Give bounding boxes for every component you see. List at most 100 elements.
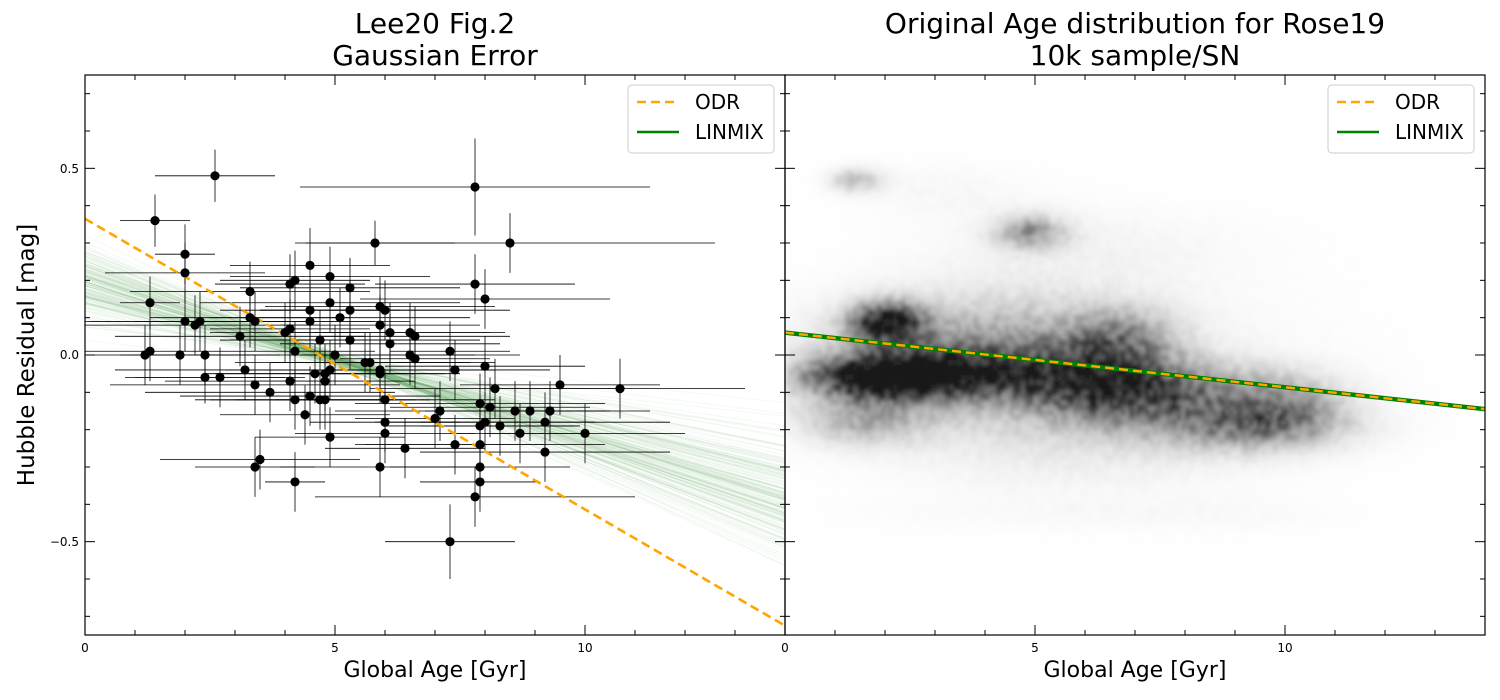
- heatmap-cell: [1425, 250, 1429, 255]
- heatmap-cell: [1245, 215, 1250, 221]
- heatmap-cell: [933, 190, 938, 196]
- heatmap-cell: [821, 265, 826, 271]
- heatmap-cell: [841, 180, 846, 186]
- heatmap-cell: [1373, 250, 1378, 256]
- heatmap-cell: [1169, 235, 1174, 241]
- heatmap-cell: [1141, 180, 1146, 186]
- heatmap-cell: [1077, 285, 1082, 291]
- heatmap-cell: [1141, 235, 1146, 241]
- heatmap-cell: [893, 275, 898, 281]
- heatmap-cell: [1157, 180, 1162, 186]
- heatmap-cell: [1297, 215, 1302, 221]
- heatmap-cell: [1189, 265, 1194, 271]
- heatmap-cell: [1321, 260, 1326, 266]
- heatmap-cell: [1353, 255, 1358, 261]
- heatmap-cell: [1009, 145, 1013, 150]
- heatmap-cell: [893, 280, 898, 286]
- heatmap-cell: [1153, 185, 1158, 191]
- heatmap-cell: [1013, 300, 1018, 306]
- heatmap-cell: [1469, 250, 1473, 255]
- heatmap-cell: [1185, 225, 1190, 231]
- heatmap-cell: [929, 275, 934, 281]
- heatmap-cell: [1325, 265, 1330, 271]
- heatmap-cell: [985, 280, 990, 286]
- right-title-line1: Original Age distribution for Rose19: [885, 7, 1385, 40]
- heatmap-cell: [1193, 180, 1197, 185]
- heatmap-cell: [1129, 290, 1134, 296]
- heatmap-cell: [1405, 265, 1410, 271]
- heatmap-cell: [1253, 260, 1258, 266]
- heatmap-cell: [861, 265, 866, 271]
- heatmap-cell: [921, 185, 926, 191]
- heatmap-cell: [1057, 275, 1062, 281]
- heatmap-cell: [1221, 245, 1226, 251]
- heatmap-cell: [873, 160, 878, 166]
- left-ytick-neg05: −0.5: [50, 535, 79, 549]
- heatmap-cell: [841, 220, 846, 226]
- heatmap-cell: [893, 235, 898, 241]
- heatmap-cell: [1221, 225, 1226, 231]
- heatmap-cell: [937, 295, 942, 301]
- data-point: [330, 350, 340, 360]
- heatmap-cell: [1229, 255, 1234, 261]
- heatmap-cell: [989, 300, 994, 306]
- heatmap-cell: [957, 215, 962, 221]
- heatmap-cell: [1081, 220, 1086, 226]
- heatmap-cell: [1077, 185, 1082, 191]
- heatmap-cell: [1165, 190, 1170, 196]
- heatmap-cell: [869, 175, 874, 181]
- heatmap-cell: [1193, 215, 1198, 221]
- heatmap-cell: [1077, 280, 1082, 286]
- heatmap-cell: [1229, 205, 1234, 211]
- heatmap-cell: [809, 245, 814, 251]
- heatmap-cell: [849, 270, 854, 276]
- heatmap-cell: [1257, 250, 1262, 256]
- heatmap-cell: [1061, 205, 1066, 211]
- heatmap-cell: [1285, 205, 1290, 211]
- heatmap-cell: [1385, 290, 1390, 296]
- heatmap-cell: [817, 180, 822, 186]
- heatmap-cell: [1073, 280, 1078, 286]
- heatmap-cell: [889, 160, 894, 166]
- heatmap-cell: [1069, 285, 1074, 291]
- heatmap-cell: [1385, 220, 1389, 225]
- heatmap-cell: [1181, 210, 1186, 216]
- heatmap-cell: [1305, 255, 1310, 261]
- heatmap-cell: [1217, 235, 1222, 241]
- heatmap-cell: [1009, 155, 1014, 161]
- heatmap-cell: [1185, 280, 1190, 286]
- heatmap-cell: [901, 145, 905, 150]
- heatmap-cell: [981, 225, 986, 231]
- heatmap-cell: [1025, 260, 1030, 266]
- heatmap-cell: [1097, 270, 1102, 276]
- data-point: [555, 380, 565, 390]
- heatmap-cell: [881, 265, 886, 271]
- heatmap-cell: [1273, 290, 1278, 296]
- heatmap-cell: [1005, 275, 1010, 281]
- heatmap-cell: [1173, 295, 1178, 301]
- heatmap-cell: [785, 260, 790, 266]
- heatmap-cell: [905, 205, 910, 211]
- heatmap-cell: [897, 180, 902, 186]
- heatmap-cell: [1361, 270, 1366, 276]
- heatmap-cell: [1141, 190, 1146, 196]
- heatmap-cell: [1301, 200, 1305, 205]
- heatmap-cell: [1009, 300, 1014, 306]
- heatmap-cell: [1209, 270, 1214, 276]
- linmix-sample-line: [85, 275, 785, 502]
- heatmap-cell: [917, 175, 922, 181]
- linmix-sample-line: [85, 275, 785, 500]
- heatmap-cell: [817, 280, 822, 286]
- heatmap-cell: [1229, 280, 1234, 286]
- heatmap-cell: [1025, 160, 1030, 166]
- heatmap-cell: [1053, 180, 1058, 186]
- heatmap-cell: [913, 215, 918, 221]
- heatmap-cell: [917, 170, 922, 176]
- right-panel: Original Age distribution for Rose19 10k…: [784, 7, 1486, 683]
- heatmap-cell: [849, 285, 854, 291]
- heatmap-cell: [977, 180, 982, 186]
- heatmap-cell: [881, 160, 886, 166]
- heatmap-cell: [1265, 240, 1270, 246]
- heatmap-cell: [853, 175, 858, 181]
- heatmap-cell: [997, 205, 1002, 211]
